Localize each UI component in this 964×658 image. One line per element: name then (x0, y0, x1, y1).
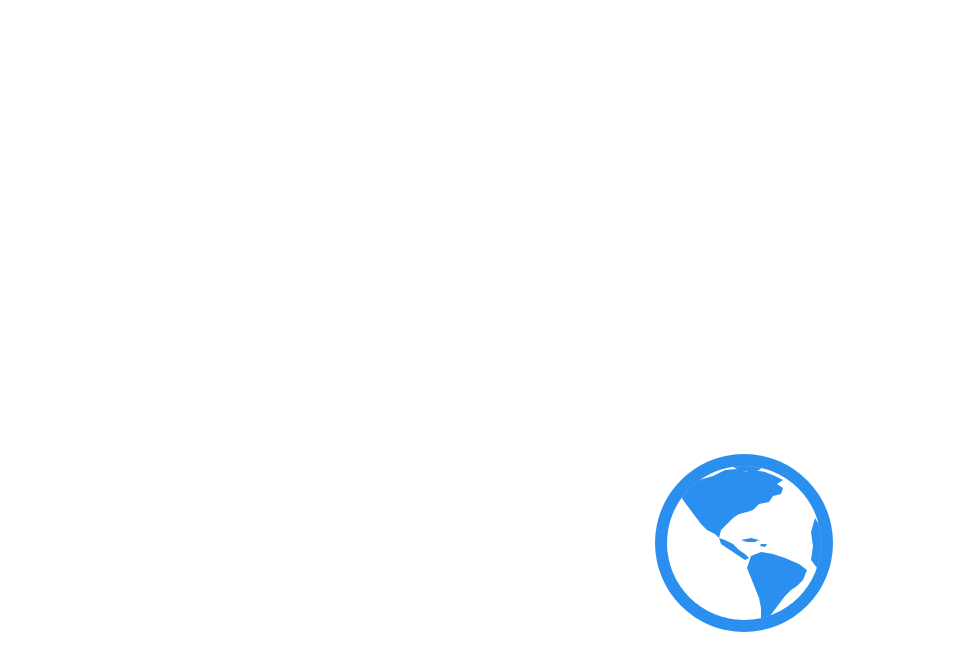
continents (679, 466, 821, 620)
caribbean-shape (741, 538, 759, 542)
globe-americas-icon (655, 454, 833, 632)
globe-icon[interactable] (655, 454, 833, 632)
north-america-shape (679, 469, 783, 538)
south-america-shape (747, 552, 807, 620)
greenland-shape (727, 466, 767, 472)
caribbean-shape-2 (760, 544, 767, 547)
central-america-shape (719, 538, 749, 560)
africa-edge-shape (811, 518, 821, 568)
